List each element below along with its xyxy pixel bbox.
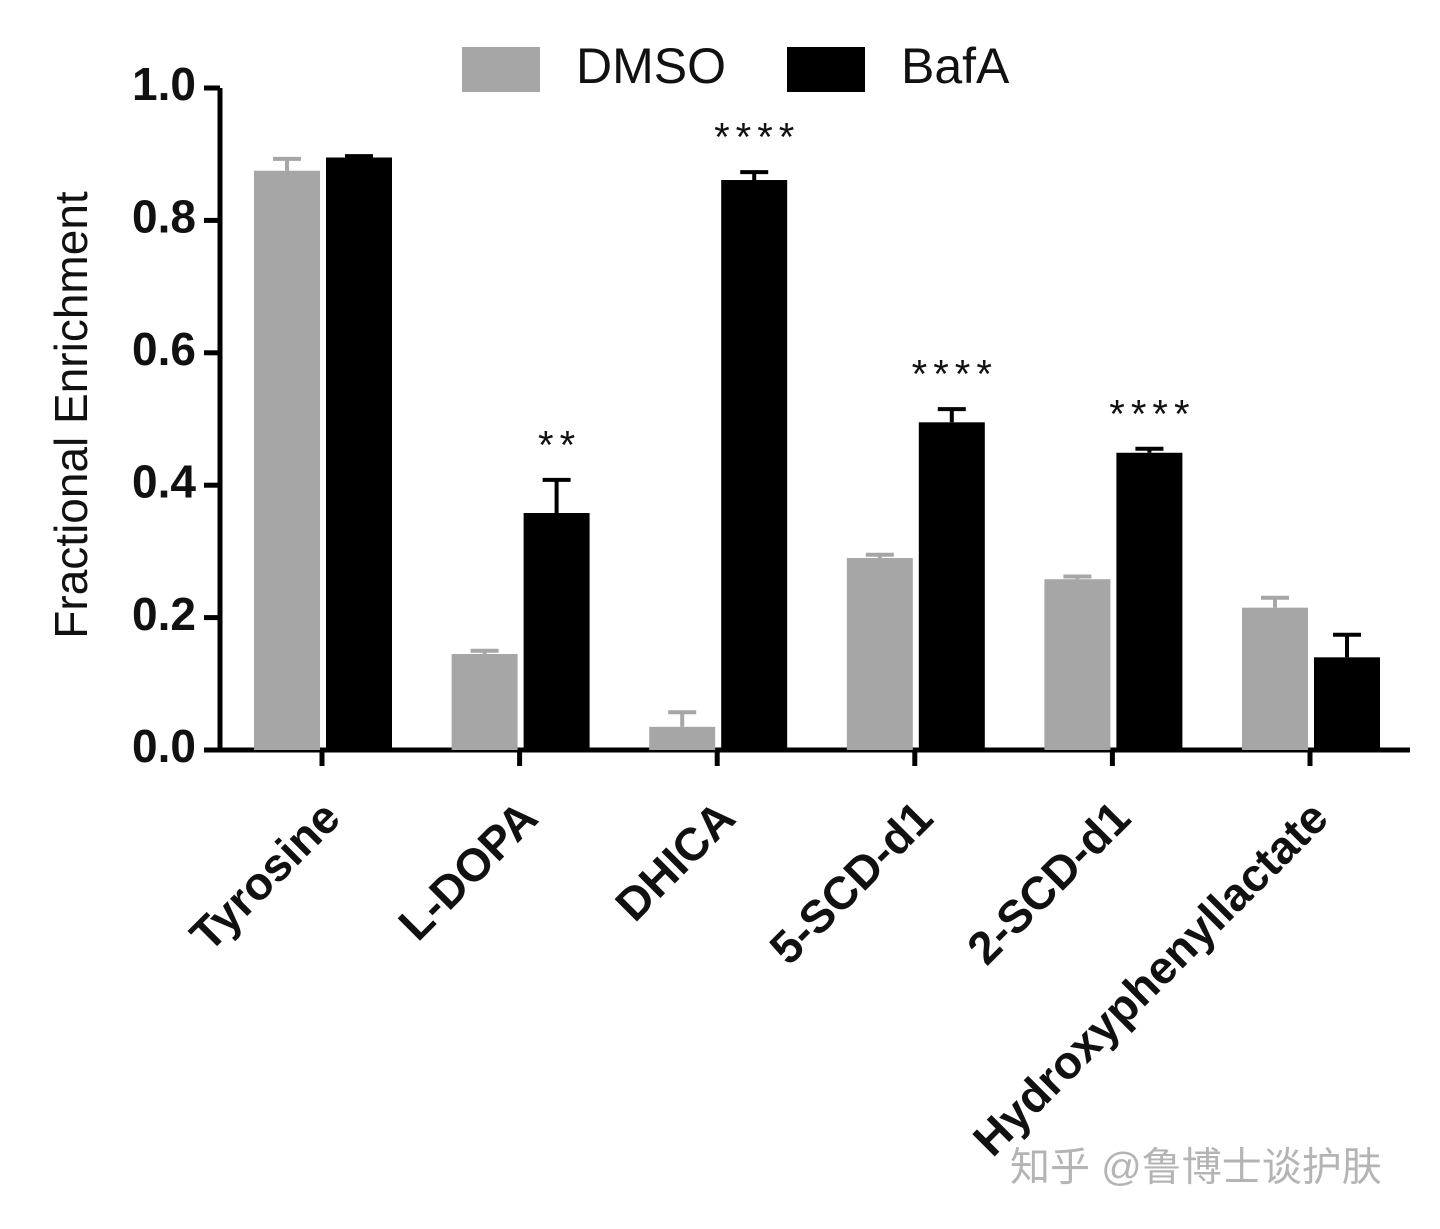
bar xyxy=(451,654,518,750)
x-tick-label: 2-SCD-d1 xyxy=(957,791,1140,974)
x-tick-label: DHICA xyxy=(605,791,745,931)
y-tick-label: 0.2 xyxy=(132,588,196,640)
x-tick-label: 5-SCD-d1 xyxy=(759,791,942,974)
significance-label: **** xyxy=(912,353,998,397)
x-tick-label: Hydroxyphenyllactate xyxy=(963,791,1338,1166)
legend-label: DMSO xyxy=(576,38,726,94)
legend-swatch xyxy=(462,47,540,92)
bar xyxy=(846,558,913,750)
bar xyxy=(649,726,716,750)
y-tick-label: 0.6 xyxy=(132,323,196,375)
significance-label: ** xyxy=(538,423,581,467)
bar xyxy=(523,513,590,750)
y-tick-label: 0.8 xyxy=(132,191,196,243)
watermark: 知乎 @鲁博士谈护肤 xyxy=(1010,1146,1382,1190)
bar xyxy=(918,422,985,750)
bar xyxy=(254,170,320,750)
x-tick-label: L-DOPA xyxy=(388,791,547,950)
bar xyxy=(1314,657,1380,750)
significance-label: **** xyxy=(1109,392,1195,436)
y-tick-label: 0.4 xyxy=(132,455,196,507)
bar xyxy=(721,180,788,750)
significance-label: **** xyxy=(714,116,800,160)
bar xyxy=(1242,607,1308,750)
legend-label: BafA xyxy=(901,38,1010,94)
bar xyxy=(1116,452,1183,750)
y-axis-label: Fractional Enrichment xyxy=(45,191,97,639)
y-tick-label: 1.0 xyxy=(132,58,196,110)
bar xyxy=(326,157,392,750)
y-tick-label: 0.0 xyxy=(132,720,196,772)
legend-swatch xyxy=(787,47,865,92)
x-tick-label: Tyrosine xyxy=(180,791,350,961)
bar xyxy=(1044,579,1111,750)
